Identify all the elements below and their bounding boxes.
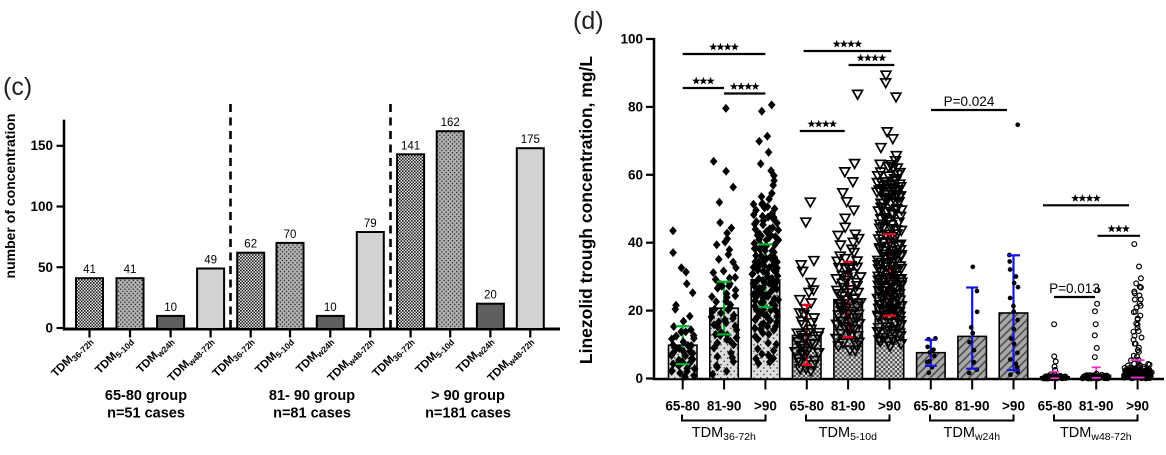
svg-text:175: 175	[521, 134, 540, 146]
svg-text:162: 162	[441, 117, 460, 129]
svg-text:80: 80	[628, 99, 643, 114]
svg-text:number of concentration: number of concentration	[2, 114, 18, 279]
svg-text:70: 70	[284, 229, 297, 241]
svg-text:81-90: 81-90	[707, 399, 742, 414]
svg-text:150: 150	[30, 138, 53, 153]
svg-text:65-80: 65-80	[790, 399, 825, 414]
svg-text:10: 10	[324, 302, 337, 314]
svg-text:> 90 group: > 90 group	[431, 388, 505, 404]
svg-text:n=51 cases: n=51 cases	[107, 406, 185, 422]
svg-text:P=0.024: P=0.024	[944, 94, 995, 109]
svg-text:100: 100	[30, 199, 53, 214]
svg-text:65-80 group: 65-80 group	[105, 388, 187, 404]
svg-text:20: 20	[628, 303, 643, 318]
svg-text:81-90: 81-90	[1079, 399, 1114, 414]
svg-text:65-80: 65-80	[1038, 399, 1073, 414]
svg-text:62: 62	[244, 239, 257, 251]
svg-text:(c): (c)	[3, 73, 32, 101]
svg-text:n=81 cases: n=81 cases	[273, 406, 351, 422]
svg-text:100: 100	[620, 32, 643, 47]
svg-text:41: 41	[83, 264, 96, 276]
svg-text:n=181 cases: n=181 cases	[425, 406, 511, 422]
svg-text:60: 60	[628, 167, 643, 182]
svg-text:81-90: 81-90	[955, 399, 990, 414]
svg-text:141: 141	[401, 140, 420, 152]
svg-text:20: 20	[484, 290, 497, 302]
svg-text:65-80: 65-80	[665, 399, 700, 414]
svg-text:40: 40	[628, 235, 643, 250]
svg-text:41: 41	[124, 264, 137, 276]
svg-text:(d): (d)	[573, 7, 604, 35]
svg-text:79: 79	[364, 218, 377, 230]
svg-text:>90: >90	[1126, 399, 1149, 414]
svg-text:81-90: 81-90	[831, 399, 866, 414]
svg-text:65-80: 65-80	[914, 399, 949, 414]
svg-text:0: 0	[635, 371, 643, 386]
svg-text:81- 90 group: 81- 90 group	[269, 388, 355, 404]
svg-text:0: 0	[45, 321, 53, 336]
svg-text:P=0.013: P=0.013	[1049, 281, 1100, 296]
svg-text:>90: >90	[878, 399, 901, 414]
svg-text:>90: >90	[754, 399, 777, 414]
svg-text:49: 49	[204, 255, 217, 267]
svg-text:50: 50	[38, 260, 53, 275]
svg-text:10: 10	[164, 302, 177, 314]
svg-text:>90: >90	[1002, 399, 1025, 414]
svg-text:Linezolid trough concentration: Linezolid trough concentration, mg/L	[576, 56, 596, 364]
